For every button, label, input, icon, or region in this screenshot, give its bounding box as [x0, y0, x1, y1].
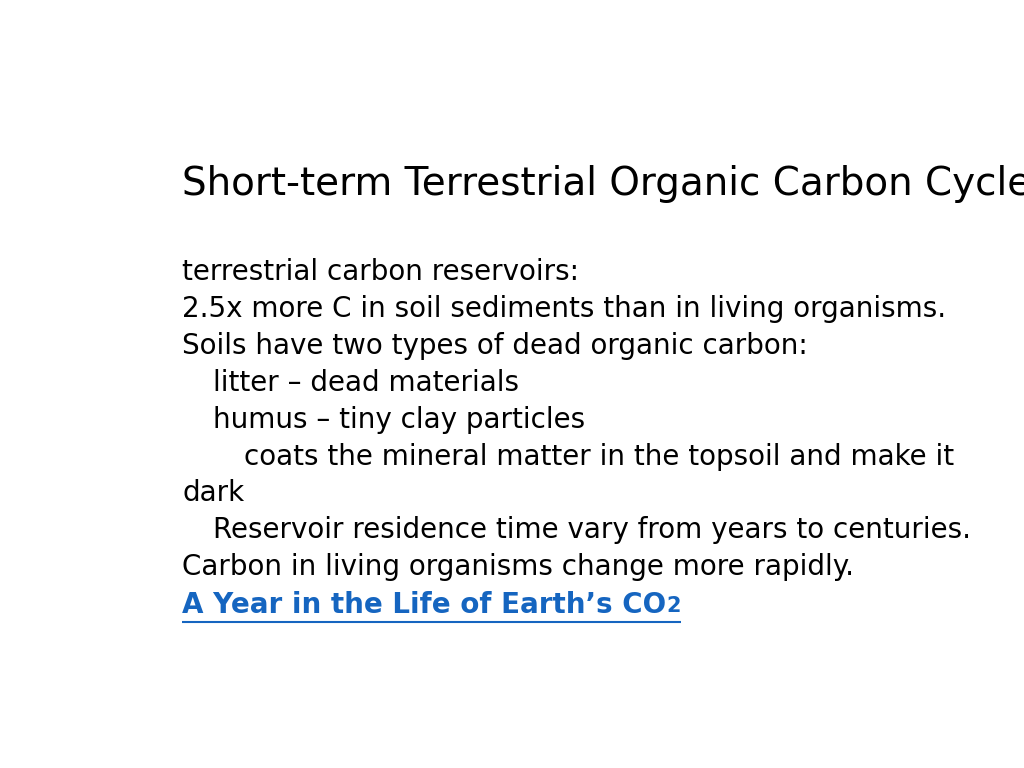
Text: 2: 2: [667, 596, 681, 616]
Text: coats the mineral matter in the topsoil and make it: coats the mineral matter in the topsoil …: [245, 442, 954, 471]
Text: Carbon in living organisms change more rapidly.: Carbon in living organisms change more r…: [182, 554, 854, 581]
Text: Soils have two types of dead organic carbon:: Soils have two types of dead organic car…: [182, 332, 808, 359]
Text: terrestrial carbon reservoirs:: terrestrial carbon reservoirs:: [182, 258, 580, 286]
Text: A Year in the Life of Earth’s CO: A Year in the Life of Earth’s CO: [182, 591, 667, 619]
Text: litter – dead materials: litter – dead materials: [213, 369, 519, 396]
Text: 2.5x more C in soil sediments than in living organisms.: 2.5x more C in soil sediments than in li…: [182, 295, 946, 323]
Text: Short-term Terrestrial Organic Carbon Cycle: Short-term Terrestrial Organic Carbon Cy…: [182, 165, 1024, 204]
Text: Reservoir residence time vary from years to centuries.: Reservoir residence time vary from years…: [213, 516, 971, 545]
Text: dark: dark: [182, 479, 245, 508]
Text: humus – tiny clay particles: humus – tiny clay particles: [213, 406, 586, 434]
